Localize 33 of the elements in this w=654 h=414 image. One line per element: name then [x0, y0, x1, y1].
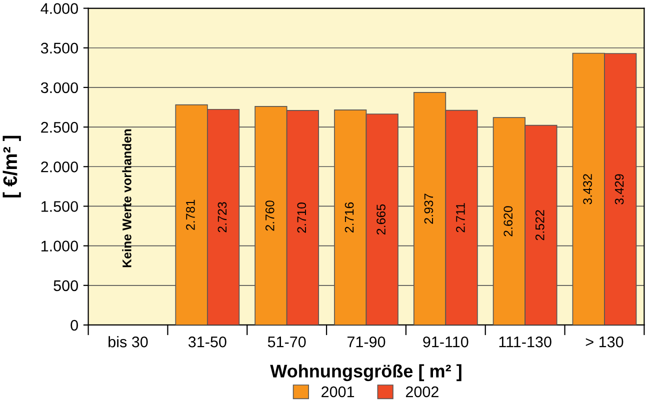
legend-label: 2001	[322, 386, 354, 398]
data-label: 2.781	[186, 200, 195, 230]
x-tick-label: 51-70	[268, 336, 306, 348]
y-tick-label: 2.500	[41, 122, 78, 133]
data-label: 2.723	[218, 202, 227, 232]
y-tick-label: 3.500	[40, 42, 78, 54]
data-label: 3.429	[614, 174, 624, 204]
x-tick-label: 31-50	[188, 336, 226, 348]
y-tick-label: 2.000	[41, 162, 78, 172]
y-tick-label: 0	[70, 320, 78, 331]
data-label: 2.716	[344, 202, 354, 232]
x-tick-label: bis 30	[108, 336, 148, 348]
data-label: 2.665	[376, 204, 386, 234]
x-tick-label: 91-110	[423, 336, 468, 348]
x-tick-label: 71-90	[347, 336, 386, 348]
legend-label: 2002	[406, 386, 438, 398]
data-label: 2.522	[535, 210, 544, 240]
x-tick-label: 111-130	[499, 336, 552, 348]
data-label: 2.710	[297, 202, 306, 233]
y-tick-label: 1.000	[42, 240, 78, 252]
y-tick-label: 500	[54, 280, 78, 292]
y-tick-label: 3.000	[40, 82, 78, 94]
data-label: 2.711	[456, 203, 465, 232]
x-axis-title: Wohnungsgröße [ m² ]	[270, 364, 462, 382]
y-tick-label: 4.000	[40, 3, 78, 14]
y-tick-label: 1.500	[42, 201, 78, 212]
annotation: Keine Werte vorhanden	[122, 129, 132, 268]
data-label: 2.620	[504, 206, 513, 236]
data-label: 2.760	[265, 200, 274, 231]
y-axis-title: [ €/m² ]	[2, 136, 21, 198]
x-tick-label: > 130	[586, 336, 624, 348]
data-label: 2.937	[424, 194, 434, 224]
data-label: 3.432	[583, 174, 592, 204]
